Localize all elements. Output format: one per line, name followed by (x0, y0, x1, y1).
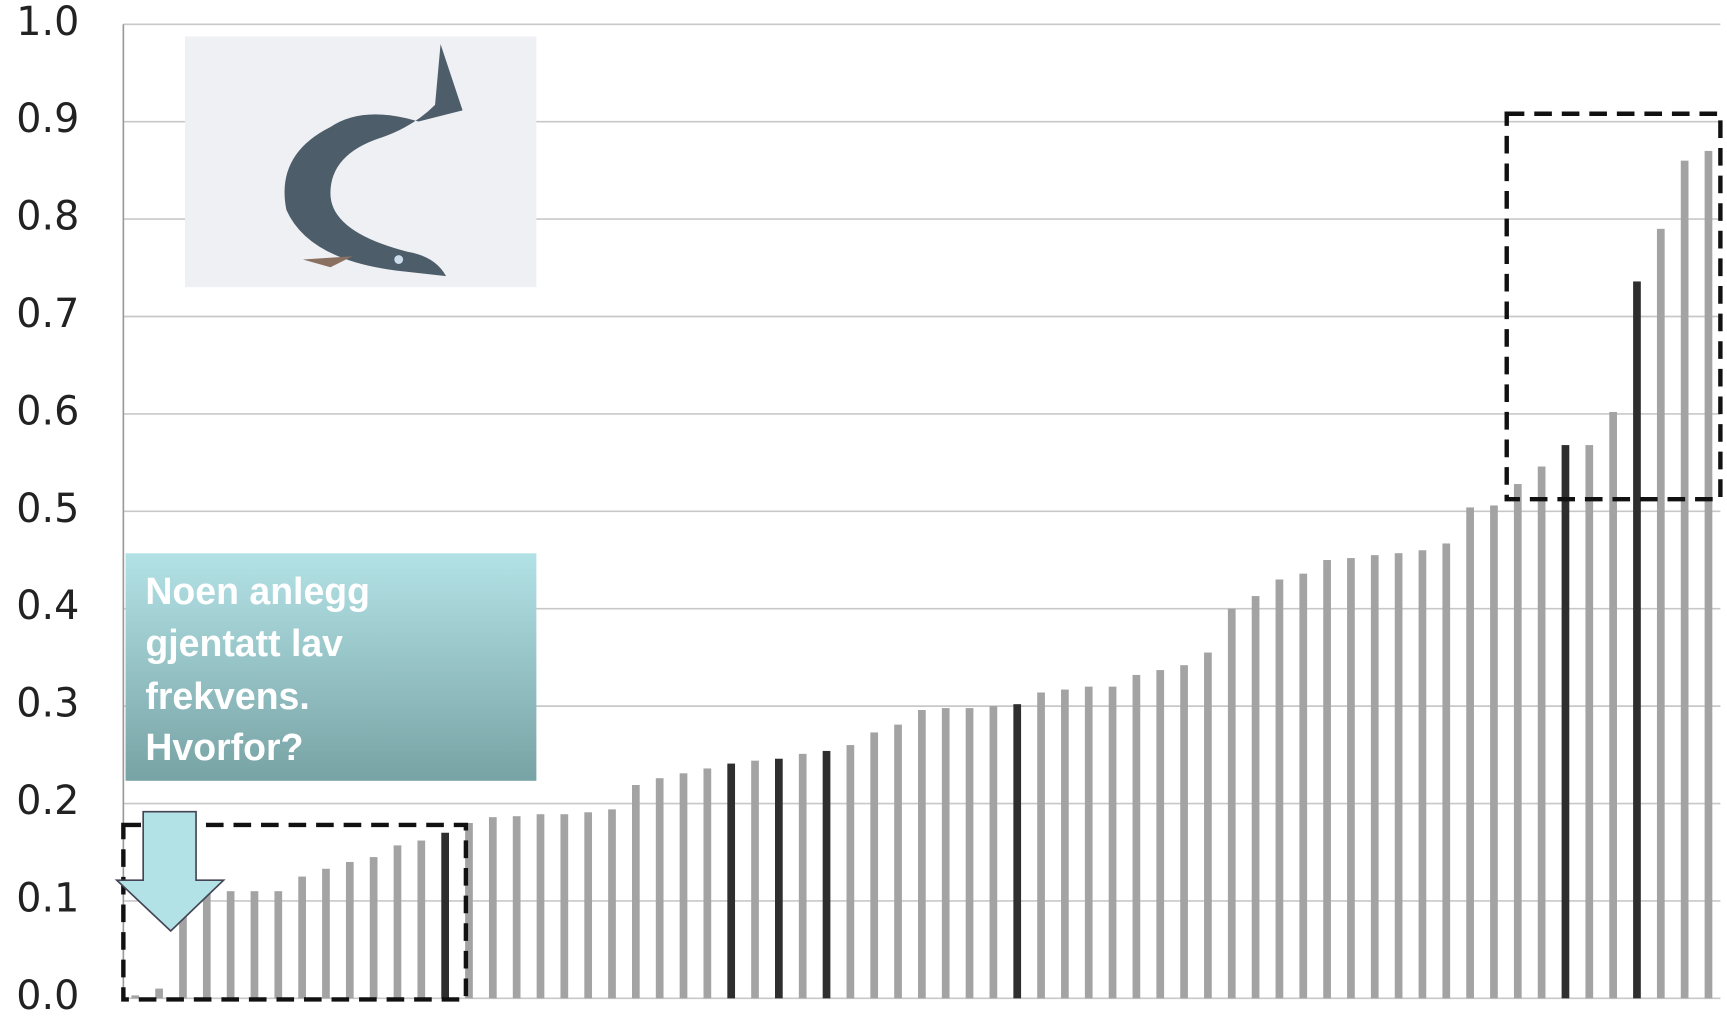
annotation-line: Hvorfor? (145, 726, 303, 768)
bar (727, 763, 736, 999)
fish-photo (185, 36, 537, 288)
bar (584, 812, 593, 999)
arrow (114, 810, 226, 933)
bar (1561, 445, 1570, 999)
bar (441, 832, 450, 999)
bar (1347, 558, 1355, 999)
bar (1585, 445, 1594, 999)
bar (989, 706, 998, 999)
bar (846, 745, 855, 999)
bar (1656, 228, 1665, 999)
y-tick-label: 0.7 (16, 291, 79, 337)
bar (751, 760, 759, 999)
bar (322, 868, 330, 999)
bar (870, 732, 879, 999)
bar (1418, 550, 1427, 999)
y-tick-label: 0.5 (16, 486, 79, 532)
bar (703, 768, 712, 999)
bar (1609, 411, 1617, 999)
bar (560, 814, 569, 999)
bar (1394, 553, 1403, 999)
bar (274, 891, 283, 999)
y-tick-label: 0.4 (16, 583, 79, 629)
bar (1490, 505, 1498, 999)
dashed-box (1504, 111, 1723, 502)
bar (1037, 692, 1045, 999)
dashed-box (121, 822, 469, 1002)
y-tick-label: 0.8 (16, 194, 79, 240)
bar (536, 814, 545, 999)
bar (1108, 686, 1117, 999)
y-tick-label: 1.0 (16, 0, 79, 45)
bar (1323, 560, 1331, 999)
bar (131, 995, 140, 999)
bar (1299, 573, 1308, 999)
y-tick-label: 0.0 (16, 973, 79, 1016)
bar (608, 809, 616, 999)
bar (1084, 686, 1093, 999)
bar (1227, 608, 1236, 999)
bar (1275, 579, 1284, 999)
bar (369, 857, 378, 999)
y-tick-label: 0.6 (16, 388, 79, 434)
bar (1680, 160, 1689, 999)
annotation-box (125, 553, 537, 781)
bar (1061, 689, 1069, 999)
bar (631, 785, 640, 999)
bar (1156, 670, 1165, 999)
y-tick-label: 0.2 (16, 778, 79, 824)
annotation: Noen anlegg gjentatt lav frekvens. Hvorf… (125, 553, 537, 781)
bar (488, 817, 497, 999)
bar (1180, 665, 1188, 999)
bar (202, 891, 211, 999)
bar (250, 891, 259, 999)
bar (918, 710, 926, 999)
bar (226, 891, 235, 999)
annotation-line: Noen anlegg (145, 570, 370, 612)
bar (655, 778, 664, 999)
bar (465, 823, 473, 999)
annotation-line: frekvens. (145, 675, 309, 717)
bar (298, 876, 306, 999)
bar (1251, 596, 1260, 999)
grid: 0.0 0.1 0.2 0.3 0.4 0.5 0.6 0.7 0.8 0.9 1.0 (16, 0, 1721, 1016)
bar (1466, 507, 1474, 999)
bar (1633, 281, 1641, 999)
bar (393, 845, 402, 999)
bar (1537, 466, 1546, 999)
bar (345, 861, 354, 999)
bar (798, 753, 807, 999)
bar (1013, 704, 1022, 999)
bar (775, 758, 783, 999)
bar (1442, 543, 1451, 999)
y-tick-label: 0.9 (16, 96, 79, 142)
bar (894, 724, 902, 999)
bar (155, 988, 163, 999)
bar (965, 708, 974, 999)
y-tick-label: 0.3 (16, 681, 79, 727)
bar (1513, 484, 1522, 999)
bars (131, 150, 1713, 999)
bar (822, 750, 831, 999)
bar (1704, 150, 1713, 999)
bar (679, 773, 688, 999)
annotation-line: gjentatt lav (145, 622, 343, 664)
bar (941, 708, 950, 999)
bar (179, 900, 187, 999)
y-tick-label: 0.1 (16, 875, 79, 921)
bar (1132, 674, 1141, 999)
bar (417, 840, 426, 999)
bar (512, 816, 521, 999)
bar (1370, 555, 1379, 999)
bar (1204, 652, 1212, 999)
